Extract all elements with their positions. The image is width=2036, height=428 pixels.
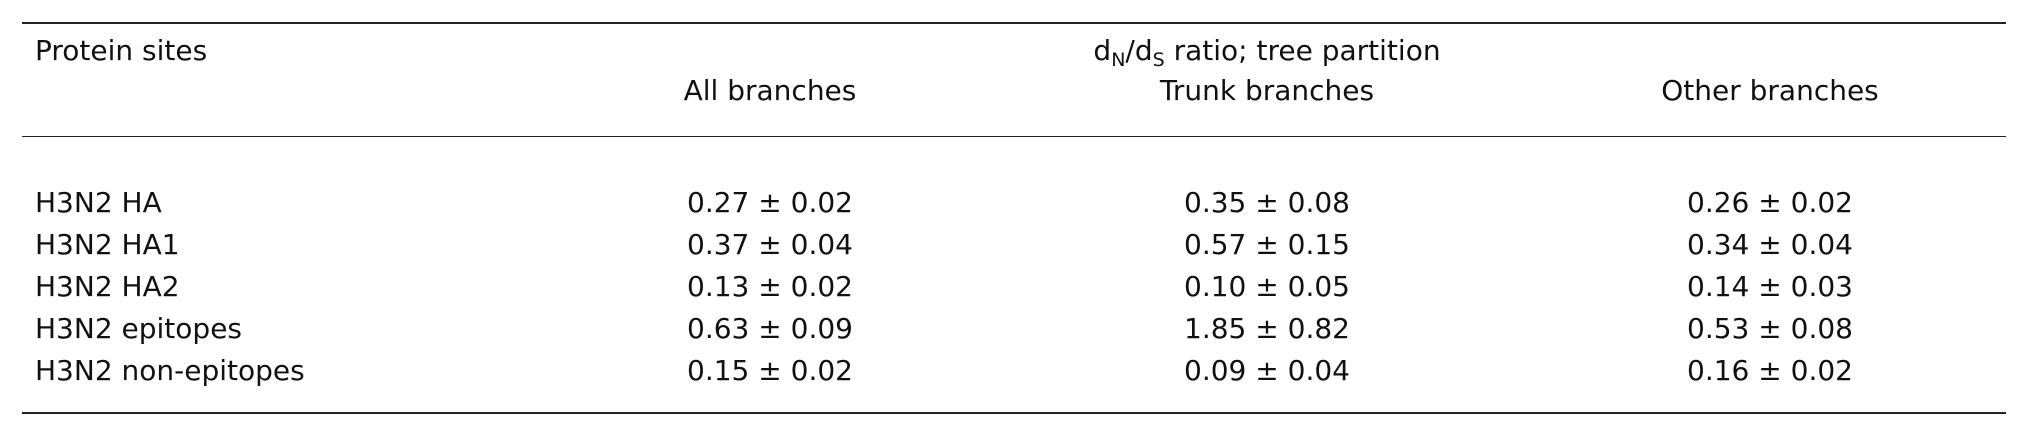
cell-other-branches: 0.16 ± 0.02 [1687, 354, 1853, 387]
row-label: H3N2 non-epitopes [35, 354, 305, 387]
cell-trunk-branches: 0.57 ± 0.15 [1184, 228, 1350, 261]
column-header-other-branches: Other branches [1661, 74, 1879, 107]
cell-all-branches: 0.13 ± 0.02 [687, 270, 853, 303]
cell-other-branches: 0.26 ± 0.02 [1687, 186, 1853, 219]
column-header-trunk-branches: Trunk branches [1159, 74, 1375, 107]
cell-all-branches: 0.15 ± 0.02 [687, 354, 853, 387]
row-label: H3N2 HA1 [35, 228, 180, 261]
cell-all-branches: 0.63 ± 0.09 [687, 312, 853, 345]
cell-all-branches: 0.37 ± 0.04 [687, 228, 853, 261]
cell-other-branches: 0.14 ± 0.03 [1687, 270, 1853, 303]
top-rule [22, 22, 2006, 24]
cell-all-branches: 0.27 ± 0.02 [687, 186, 853, 219]
bottom-rule [22, 412, 2006, 414]
cell-trunk-branches: 1.85 ± 0.82 [1184, 312, 1350, 345]
group-header: dN/dS ratio; tree partition [1093, 34, 1441, 71]
cell-other-branches: 0.53 ± 0.08 [1687, 312, 1853, 345]
cell-other-branches: 0.34 ± 0.04 [1687, 228, 1853, 261]
row-label: H3N2 HA [35, 186, 162, 219]
row-label: H3N2 epitopes [35, 312, 243, 345]
row-label-header: Protein sites [35, 34, 208, 67]
cell-trunk-branches: 0.35 ± 0.08 [1184, 186, 1350, 219]
row-label: H3N2 HA2 [35, 270, 180, 303]
header-rule [22, 136, 2006, 137]
cell-trunk-branches: 0.10 ± 0.05 [1184, 270, 1350, 303]
cell-trunk-branches: 0.09 ± 0.04 [1184, 354, 1350, 387]
column-header-all-branches: All branches [683, 74, 857, 107]
